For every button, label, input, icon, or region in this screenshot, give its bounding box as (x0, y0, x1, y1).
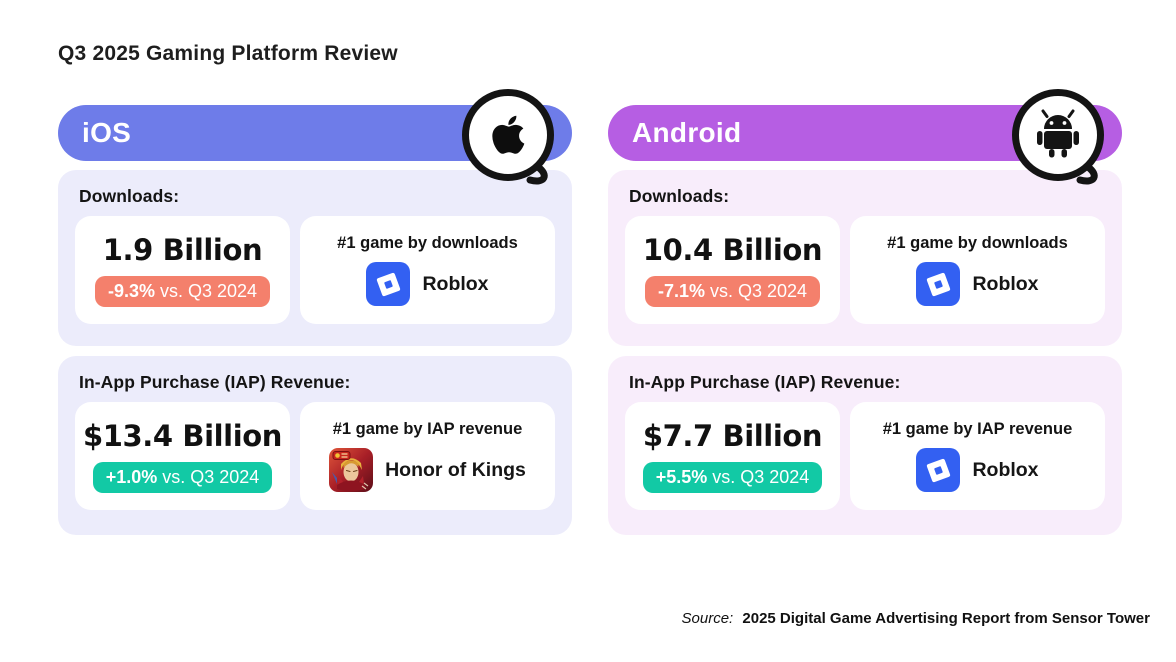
ios-iap-stat-card: $13.4 Billion +1.0% vs. Q3 2024 (75, 402, 290, 510)
apple-badge (456, 85, 560, 189)
android-downloads-value: 10.4 Billion (642, 233, 823, 268)
android-iap-change-badge: +5.5% vs. Q3 2024 (642, 462, 823, 493)
top-game-row: Roblox (366, 262, 489, 306)
top-game-name: Roblox (422, 272, 489, 295)
android-downloads-panel: Downloads: 10.4 Billion -7.1% vs. Q3 202… (608, 170, 1122, 346)
android-top-download-game-card: #1 game by downloads Roblox (850, 216, 1105, 324)
ios-iap-label: In-App Purchase (IAP) Revenue: (79, 372, 351, 392)
source-report-title: 2025 Digital Game Advertising Report fro… (742, 610, 1150, 627)
android-iap-panel: In-App Purchase (IAP) Revenue: $7.7 Bill… (608, 356, 1122, 535)
android-downloads-cards: 10.4 Billion -7.1% vs. Q3 2024 #1 game b… (625, 216, 1105, 324)
roblox-icon (916, 448, 961, 492)
roblox-icon (916, 262, 961, 306)
android-top-iap-game-card: #1 game by IAP revenue Roblox (850, 402, 1105, 510)
android-iap-value: $7.7 Billion (642, 419, 823, 454)
top-game-label: #1 game by downloads (337, 234, 518, 252)
ios-iap-value: $13.4 Billion (82, 419, 283, 454)
roblox-icon (366, 262, 411, 306)
change-suffix: vs. Q3 2024 (162, 467, 260, 488)
ios-downloads-cards: 1.9 Billion -9.3% vs. Q3 2024 #1 game by… (75, 216, 555, 324)
android-iap-stat-card: $7.7 Billion +5.5% vs. Q3 2024 (625, 402, 840, 510)
change-percent: -7.1% (657, 281, 705, 302)
change-percent: -9.3% (107, 281, 155, 302)
android-downloads-change-badge: -7.1% vs. Q3 2024 (644, 276, 821, 307)
android-header-label: Android (632, 117, 742, 148)
ios-iap-change-badge: +1.0% vs. Q3 2024 (92, 462, 273, 493)
page-title: Q3 2025 Gaming Platform Review (58, 42, 398, 65)
change-percent: +1.0% (105, 467, 158, 488)
ios-iap-panel: In-App Purchase (IAP) Revenue: $13.4 Bil… (58, 356, 572, 535)
top-game-row: Roblox (916, 448, 1039, 492)
android-iap-cards: $7.7 Billion +5.5% vs. Q3 2024 #1 game b… (625, 402, 1105, 510)
ios-downloads-stat-card: 1.9 Billion -9.3% vs. Q3 2024 (75, 216, 290, 324)
ios-downloads-change-badge: -9.3% vs. Q3 2024 (94, 276, 271, 307)
apple-icon (462, 89, 554, 185)
android-iap-label: In-App Purchase (IAP) Revenue: (629, 372, 901, 392)
top-game-label: #1 game by downloads (887, 234, 1068, 252)
android-downloads-stat-card: 10.4 Billion -7.1% vs. Q3 2024 (625, 216, 840, 324)
android-badge (1006, 85, 1110, 189)
top-game-row: Roblox (916, 262, 1039, 306)
change-suffix: vs. Q3 2024 (712, 467, 810, 488)
android-icon (1012, 89, 1104, 185)
top-game-name: Roblox (972, 458, 1039, 481)
ios-header: iOS (58, 89, 572, 185)
top-game-label: #1 game by IAP revenue (882, 420, 1073, 438)
change-suffix: vs. Q3 2024 (159, 281, 258, 302)
top-game-label: #1 game by IAP revenue (332, 420, 523, 438)
ios-downloads-value: 1.9 Billion (102, 233, 263, 268)
change-percent: +5.5% (655, 467, 708, 488)
ios-downloads-label: Downloads: (79, 186, 180, 206)
ios-top-iap-game-card: #1 game by IAP revenue (300, 402, 555, 510)
top-game-name: Honor of Kings (385, 458, 526, 481)
top-game-name: Roblox (972, 272, 1039, 295)
source-note: Source: 2025 Digital Game Advertising Re… (682, 610, 1150, 627)
ios-top-download-game-card: #1 game by downloads Roblox (300, 216, 555, 324)
android-column: Android (608, 89, 1122, 535)
top-game-row: Honor of Kings (329, 448, 526, 492)
ios-header-label: iOS (82, 117, 132, 148)
ios-column: iOS Downloads: 1.9 Billion -9.3% (58, 89, 572, 535)
change-suffix: vs. Q3 2024 (709, 281, 808, 302)
source-prefix: Source: (681, 610, 734, 627)
honor-of-kings-icon (329, 448, 374, 492)
ios-iap-cards: $13.4 Billion +1.0% vs. Q3 2024 #1 game … (75, 402, 555, 510)
android-downloads-label: Downloads: (629, 186, 730, 206)
ios-downloads-panel: Downloads: 1.9 Billion -9.3% vs. Q3 2024… (58, 170, 572, 346)
android-header: Android (608, 89, 1122, 185)
